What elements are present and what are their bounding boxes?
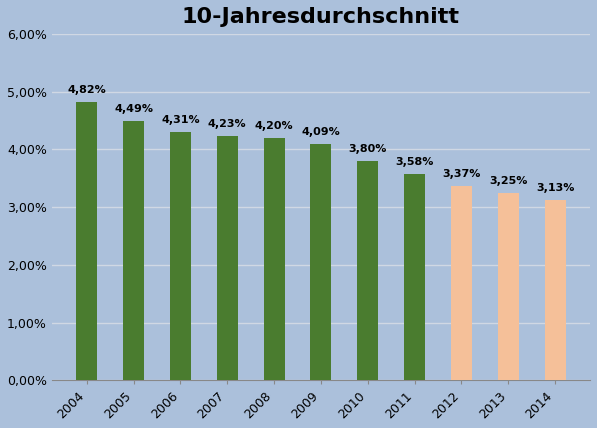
Text: 3,37%: 3,37% — [442, 169, 481, 179]
Bar — [451, 186, 472, 380]
Bar — [357, 161, 378, 380]
Bar — [217, 136, 238, 380]
Text: 4,82%: 4,82% — [67, 85, 106, 95]
Title: 10-Jahresdurchschnitt: 10-Jahresdurchschnitt — [182, 7, 460, 27]
Bar — [498, 193, 519, 380]
Bar — [123, 121, 144, 380]
Text: 4,20%: 4,20% — [255, 121, 293, 131]
Text: 4,31%: 4,31% — [161, 115, 200, 125]
Bar — [76, 102, 97, 380]
Bar — [404, 174, 425, 380]
Text: 4,49%: 4,49% — [114, 104, 153, 114]
Text: 3,13%: 3,13% — [536, 183, 574, 193]
Bar — [544, 200, 565, 380]
Bar — [310, 144, 331, 380]
Text: 4,09%: 4,09% — [301, 128, 340, 137]
Text: 4,23%: 4,23% — [208, 119, 247, 129]
Bar — [263, 138, 285, 380]
Text: 3,58%: 3,58% — [395, 157, 434, 167]
Text: 3,80%: 3,80% — [349, 144, 387, 154]
Text: 3,25%: 3,25% — [489, 176, 527, 186]
Bar — [170, 131, 191, 380]
